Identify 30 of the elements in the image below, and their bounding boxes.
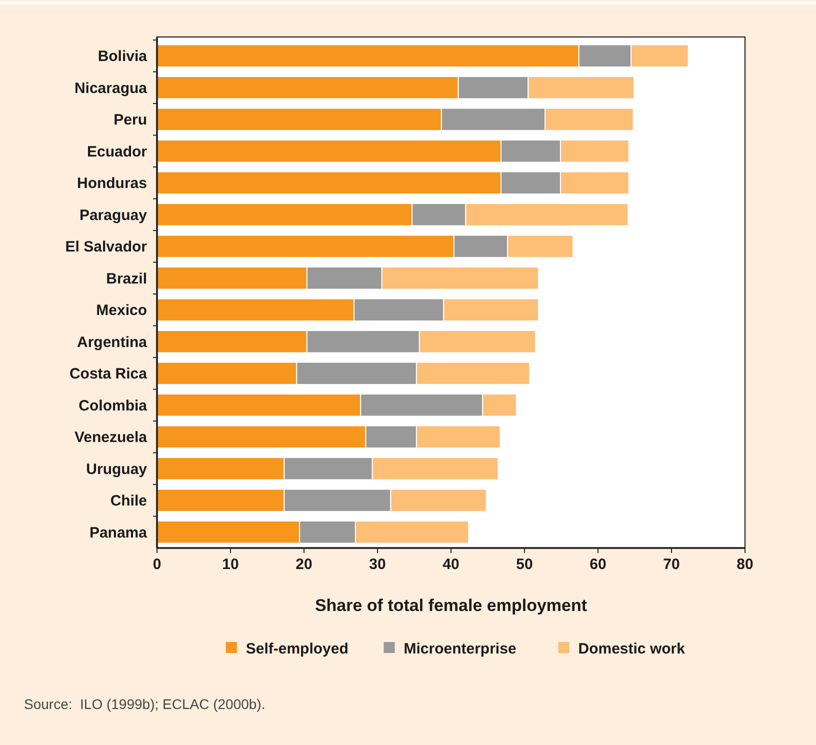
x-tick-label: 50 [516, 556, 533, 573]
legend-label: Microenterprise [404, 640, 516, 658]
legend-label: Self-employed [246, 640, 348, 658]
y-tick-label: Brazil [106, 270, 147, 288]
y-tick-label: Paraguay [79, 206, 148, 224]
x-tick-label: 0 [152, 556, 162, 573]
y-tick-label: Bolivia [98, 48, 148, 66]
y-tick-label: Uruguay [86, 460, 148, 478]
y-tick-label: Venezuela [74, 429, 148, 446]
legend-label: Domestic work [578, 640, 686, 658]
y-tick-label: Honduras [76, 175, 147, 192]
y-tick-label: Ecuador [86, 143, 148, 160]
y-tick-label: Panama [89, 524, 148, 542]
x-tick-label: 60 [590, 556, 606, 573]
y-tick-label: Peru [114, 112, 147, 129]
y-tick-label: Argentina [76, 334, 148, 351]
x-tick-label: 80 [736, 556, 754, 573]
source-note: Source: ILO (1999b); ECLAC (2000b). [24, 696, 266, 712]
y-tick-label: Mexico [96, 302, 147, 320]
x-axis-title: Share of total female employment [314, 596, 588, 615]
x-tick-label: 40 [442, 556, 460, 573]
x-tick-label: 20 [296, 556, 312, 573]
y-tick-label: Chile [110, 492, 147, 510]
y-tick-label: Colombia [78, 397, 148, 414]
y-tick-label: Nicaragua [74, 80, 148, 97]
x-tick-label: 30 [369, 556, 386, 573]
y-tick-label: El Salvador [65, 238, 148, 256]
y-tick-label: Costa Rica [69, 366, 148, 383]
x-tick-label: 70 [663, 556, 680, 573]
x-tick-label: 10 [222, 556, 239, 573]
